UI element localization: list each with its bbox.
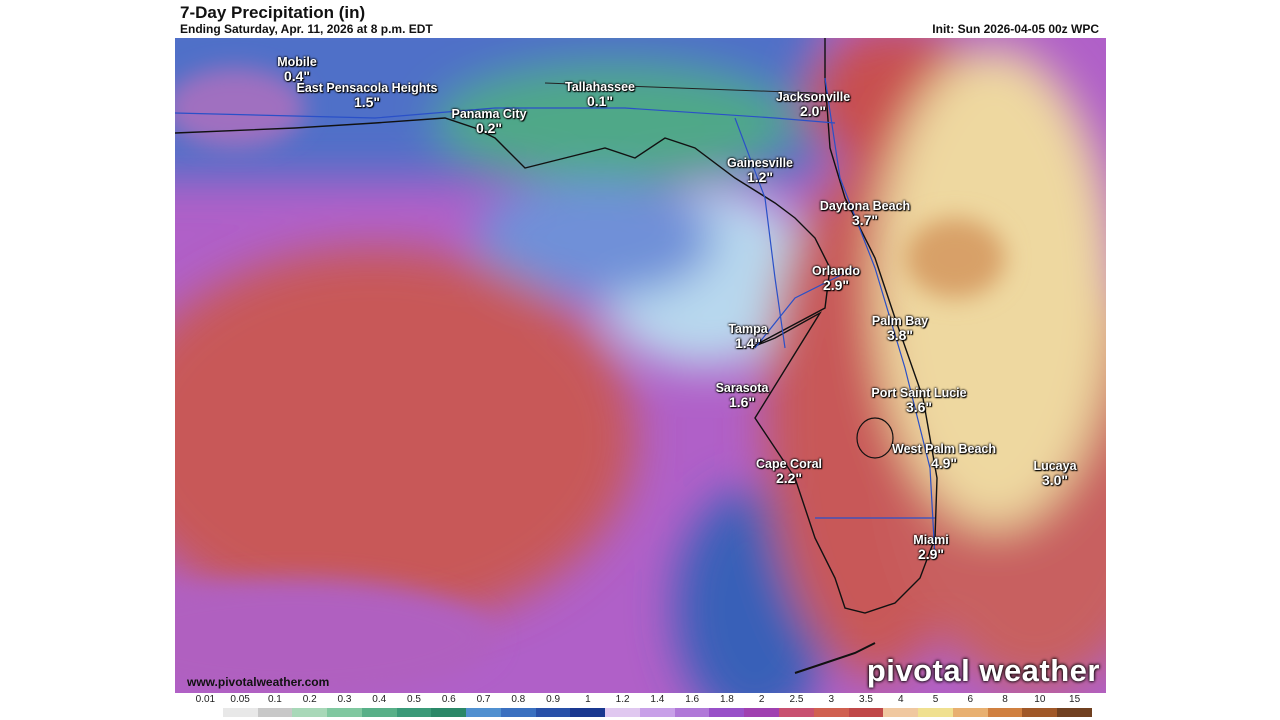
city-label-daytona-beach: Daytona Beach 3.7" [819, 199, 911, 229]
scale-swatch [918, 708, 953, 717]
city-label-tallahassee: Tallahassee 0.1" [565, 80, 635, 110]
scale-label: 6 [967, 694, 974, 705]
scale-swatch [744, 708, 780, 717]
scale-label: 2 [758, 694, 765, 705]
scale-label: 8 [1002, 694, 1008, 705]
city-label-port-saint-lucie: Port Saint Lucie 3.6" [871, 386, 967, 416]
scale-swatch [257, 708, 293, 717]
scale-label: 1.2 [615, 694, 630, 705]
scale-label: 0.6 [441, 694, 456, 705]
interstate-4 [754, 267, 856, 349]
scale-swatch [222, 708, 258, 717]
city-label-cape-coral: Cape Coral 2.2" [756, 457, 822, 487]
precip-atlantic-max [905, 218, 1005, 298]
interstate-10 [175, 107, 836, 124]
scale-swatch [1022, 708, 1058, 717]
scale-bar [188, 708, 1092, 717]
scale-swatch [883, 708, 919, 717]
interstate-75 [734, 117, 786, 349]
scale-labels: 0.01 0.05 0.1 0.2 0.3 0.4 0.5 0.6 0.7 0.8 0.9 1 1.2 1… [188, 694, 1092, 707]
scale-label: 0.4 [372, 694, 387, 705]
scale-swatch [674, 708, 710, 717]
scale-label: 1 [585, 694, 591, 705]
map-subtitle: Ending Saturday, Apr. 11, 2026 at 8 p.m.… [180, 22, 433, 36]
interstate-95 [824, 77, 936, 559]
scale-label: 15 [1069, 694, 1081, 705]
florida-coastline [175, 38, 938, 614]
scale-swatch [570, 708, 606, 717]
city-label-west-palm-beach: West Palm Beach 4.9" [892, 442, 996, 472]
scale-swatch [848, 708, 884, 717]
precip-sw-purple [175, 578, 495, 693]
city-label-gainesville: Gainesville 1.2" [726, 156, 794, 186]
scale-swatch [535, 708, 571, 717]
city-label-lucaya: Lucaya 3.0" [1033, 459, 1077, 489]
scale-swatch [639, 708, 675, 717]
city-label-palm-bay: Palm Bay 3.8" [871, 314, 929, 344]
website-watermark: www.pivotalweather.com [187, 675, 330, 689]
scale-swatch [709, 708, 745, 717]
city-label-jacksonville: Jacksonville 2.0" [775, 90, 851, 120]
scale-swatch [952, 708, 988, 717]
precip-panhandle-green [435, 63, 795, 183]
precip-gulf-red [175, 248, 635, 628]
scale-label: 0.2 [302, 694, 317, 705]
brand-logo: pivotal weather [866, 653, 1100, 688]
scale-label: 0.7 [476, 694, 491, 705]
scale-swatch [987, 708, 1023, 717]
city-label-tampa: Tampa 1.4" [728, 322, 768, 352]
scale-swatch [1057, 708, 1092, 717]
scale-swatch [605, 708, 640, 717]
scale-label: 5 [932, 694, 939, 705]
scale-label: 10 [1034, 694, 1046, 705]
init-time: Init: Sun 2026-04-05 00z WPC [932, 22, 1099, 36]
scale-label: 0.5 [407, 694, 421, 705]
scale-swatch [361, 708, 397, 717]
city-label-orlando: Orlando 2.9" [812, 264, 860, 294]
scale-label: 1.4 [650, 694, 665, 705]
scale-label: 0.8 [511, 694, 526, 705]
map-title: 7-Day Precipitation (in) [180, 3, 366, 22]
scale-swatch [396, 708, 432, 717]
scale-label: 3 [828, 694, 834, 705]
scale-label: 0.1 [267, 694, 282, 705]
scale-label: 0.9 [546, 694, 561, 705]
precip-atlantic-yellow [875, 48, 1106, 528]
city-label-sarasota: Sarasota 1.6" [715, 381, 769, 411]
scale-label: 0.3 [337, 694, 352, 705]
scale-label: 4 [897, 694, 904, 705]
scale-swatch [188, 708, 223, 717]
precipitation-map[interactable]: Mobile 0.4" East Pensacola Heights 1.5" Pa… [175, 38, 1106, 693]
scale-swatch [292, 708, 328, 717]
precip-nw-purple [175, 68, 305, 148]
city-label-miami: Miami 2.9" [913, 533, 949, 563]
precip-gulf-blue [475, 178, 715, 298]
scale-swatch [431, 708, 467, 717]
state-border [544, 82, 831, 99]
city-label-mobile: Mobile 0.4" [277, 55, 317, 85]
scale-label: 0.01 [195, 694, 216, 705]
florida-keys [794, 642, 876, 674]
scale-swatch [813, 708, 849, 717]
color-scale-legend: 0.01 0.05 0.1 0.2 0.3 0.4 0.5 0.6 0.7 0.8 0.9 1 1.2 1… [188, 694, 1092, 717]
scale-label: 1.6 [685, 694, 700, 705]
city-label-panama-city: Panama City 0.2" [451, 107, 527, 137]
lake-okeechobee [856, 417, 894, 459]
scale-label: 3.5 [859, 694, 873, 705]
scale-swatch [466, 708, 501, 717]
scale-label: 2.5 [789, 694, 804, 705]
scale-swatch [500, 708, 536, 717]
scale-swatch [779, 708, 814, 717]
scale-label: 1.8 [719, 694, 734, 705]
city-label-east-pensacola-heights: East Pensacola Heights 1.5" [296, 81, 438, 111]
scale-label: 0.05 [230, 694, 250, 705]
scale-swatch [327, 708, 362, 717]
